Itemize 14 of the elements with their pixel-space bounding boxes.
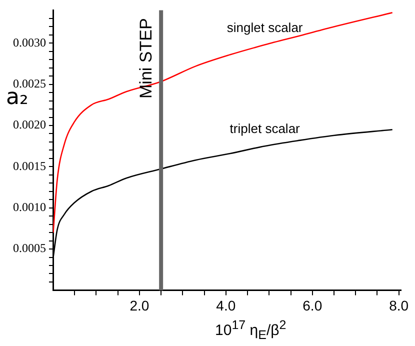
ref-line-label: Mini STEP [136,18,156,98]
y-tick-label: 0.0020 [13,118,46,132]
x-tick-label: 4.0 [216,297,236,314]
x-tick-label: 6.0 [302,297,322,314]
y-tick-label: 0.0030 [13,35,46,50]
series-label: triplet scalar [230,121,301,136]
x-axis-title: 10$^{17}$ η$_{E}$/β$^{2}$ [215,318,286,342]
x-tick-label: 8.0 [389,297,409,314]
y-tick-label: 0.0010 [13,200,46,214]
line-series [53,12,394,234]
y-tick-label: 0.0005 [13,241,46,256]
series-label: singlet scalar [226,20,304,35]
x-tick-label: 2.0 [130,297,150,314]
y-tick-label: 0.0015 [13,158,46,173]
